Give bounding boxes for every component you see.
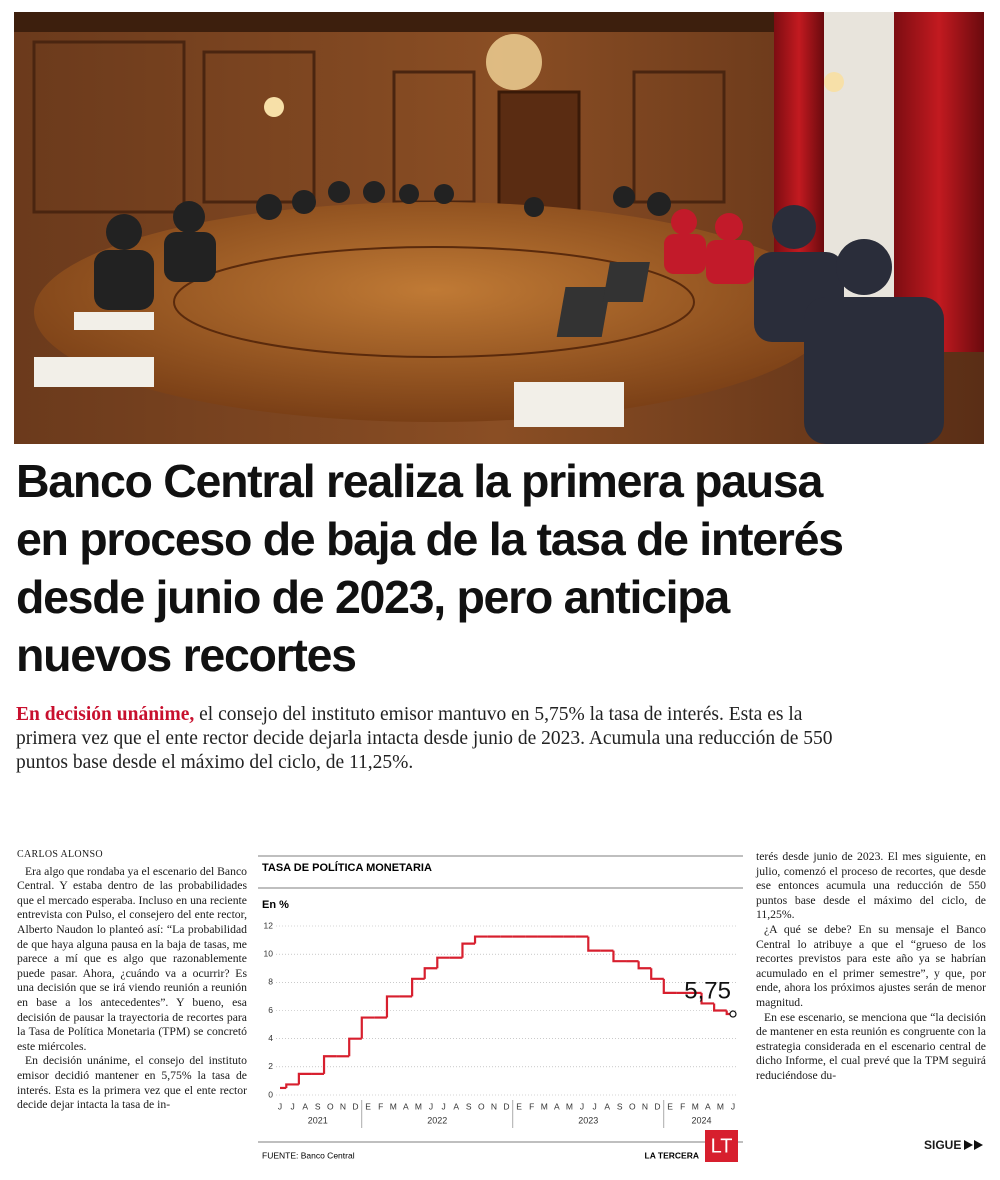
paragraph: Era algo que rondaba ya el escenario del… [17, 864, 247, 1053]
x-tick-label: J [278, 1101, 282, 1111]
x-tick-label: M [390, 1101, 397, 1111]
paragraph: ¿A qué se debe? En su mensaje el Banco C… [756, 922, 986, 1009]
x-tick-label: A [453, 1101, 459, 1111]
brand: LA TERCERA [645, 1150, 699, 1160]
tpm-step [461, 942, 476, 958]
source: FUENTE: Banco Central [262, 1150, 355, 1160]
x-tick-label: A [705, 1101, 711, 1111]
x-tick-label: M [566, 1101, 573, 1111]
x-tick-label: O [478, 1101, 485, 1111]
tpm-step [612, 950, 627, 963]
tpm-step [700, 992, 715, 1005]
lead-text: el consejo del instituto emisor mantuvo … [16, 704, 833, 773]
logo-box [705, 1130, 738, 1162]
x-tick-label: D [654, 1101, 660, 1111]
paragraph: En ese escenario, se menciona que “la de… [756, 1010, 986, 1082]
photo [14, 12, 984, 444]
continue: SIGUE [924, 1138, 984, 1152]
year-label: 2023 [578, 1115, 598, 1125]
x-tick-label: M [415, 1101, 422, 1111]
logo: LT [711, 1135, 733, 1157]
y-tick-label: 0 [268, 1089, 273, 1099]
x-tick-label: M [717, 1101, 724, 1111]
continue-arrows [964, 1140, 984, 1150]
x-tick-label: D [503, 1101, 509, 1111]
x-tick-label: M [541, 1101, 548, 1111]
y-tick-label: 6 [268, 1005, 273, 1015]
x-tick-label: J [290, 1101, 294, 1111]
lead: En decisión unánime, el consejo del inst… [16, 703, 836, 775]
x-tick-label: A [604, 1101, 610, 1111]
x-tick-label: F [378, 1101, 383, 1111]
x-tick-label: O [629, 1101, 636, 1111]
tpm-step [713, 1003, 727, 1012]
paragraph: terés desde junio de 2023. El mes siguie… [756, 850, 986, 922]
x-tick-label: J [580, 1101, 584, 1111]
y-tick-label: 12 [264, 920, 274, 930]
headline: Banco Central realiza la primera pausa e… [16, 455, 844, 681]
x-tick-label: J [592, 1101, 596, 1111]
y-tick-label: 8 [268, 977, 273, 987]
tpm-step [587, 936, 601, 952]
x-tick-label: E [365, 1101, 371, 1111]
y-tick-label: 10 [264, 948, 274, 958]
chart-title: TASA DE POLÍTICA MONETARIA [262, 861, 432, 874]
continue-label: SIGUE [924, 1138, 962, 1152]
tpm-step [285, 1083, 299, 1088]
x-tick-label: J [429, 1101, 433, 1111]
y-unit: En % [262, 899, 289, 911]
x-tick-label: S [466, 1101, 472, 1111]
year-label: 2022 [427, 1115, 447, 1125]
x-tick-label: F [680, 1101, 685, 1111]
x-tick-label: E [667, 1101, 673, 1111]
tpm-step [322, 1055, 337, 1074]
year-label: 2021 [308, 1115, 328, 1125]
right-column: terés desde junio de 2023. El mes siguie… [756, 850, 986, 1084]
tpm-step [348, 1037, 362, 1057]
left-column: CARLOS ALONSO Era algo que rondaba ya el… [17, 848, 247, 1113]
end-point [729, 1010, 737, 1018]
tpm-step [385, 995, 400, 1018]
tpm-step [411, 977, 425, 997]
byline: CARLOS ALONSO [17, 849, 103, 860]
year-label: 2024 [692, 1115, 712, 1125]
tpm-step [473, 935, 488, 944]
paragraph: En decisión unánime, el consejo del inst… [17, 1054, 247, 1112]
x-tick-label: F [529, 1101, 534, 1111]
x-tick-label: D [352, 1101, 358, 1111]
tpm-step [297, 1072, 312, 1085]
tpm-step [436, 956, 450, 969]
x-tick-label: N [642, 1101, 648, 1111]
x-tick-label: S [315, 1101, 321, 1111]
value-label: 5,75 [684, 977, 731, 1004]
x-tick-label: A [302, 1101, 308, 1111]
tpm-step [423, 967, 438, 979]
lead-highlight: En decisión unánime, [16, 704, 195, 725]
x-tick-label: N [491, 1101, 497, 1111]
tpm-step [662, 978, 677, 994]
x-tick-label: J [731, 1101, 735, 1111]
chart: TASA DE POLÍTICA MONETARIA En % FUENTE: … [258, 855, 743, 1162]
x-tick-label: M [692, 1101, 699, 1111]
x-tick-label: O [327, 1101, 334, 1111]
tpm-step [360, 1016, 375, 1039]
y-tick-label: 4 [268, 1033, 273, 1043]
tpm-step [650, 968, 664, 980]
x-tick-label: E [516, 1101, 522, 1111]
tpm-step [637, 961, 652, 970]
x-tick-label: S [617, 1101, 623, 1111]
x-tick-label: A [554, 1101, 560, 1111]
x-tick-label: A [403, 1101, 409, 1111]
x-tick-label: J [441, 1101, 445, 1111]
y-tick-label: 2 [268, 1061, 273, 1071]
x-tick-label: N [340, 1101, 346, 1111]
